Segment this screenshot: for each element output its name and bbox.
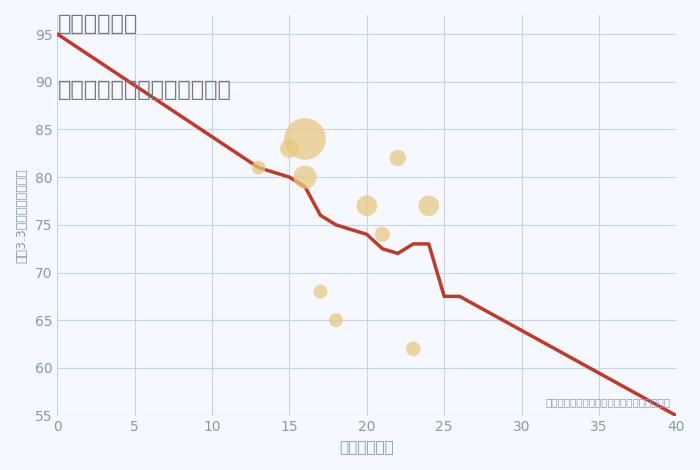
X-axis label: 築年数（年）: 築年数（年） [340, 440, 394, 455]
Point [407, 345, 419, 352]
Point [423, 202, 434, 210]
Text: 築年数別中古マンション価格: 築年数別中古マンション価格 [57, 80, 231, 100]
Point [361, 202, 372, 210]
Point [300, 173, 311, 181]
Point [284, 145, 295, 152]
Point [315, 288, 326, 295]
Point [330, 316, 342, 324]
Point [392, 154, 403, 162]
Point [253, 164, 264, 172]
Point [300, 135, 311, 143]
Text: 東京都相原駅: 東京都相原駅 [57, 14, 138, 34]
Text: 円の大きさは、取引のあった物件面積を示す: 円の大きさは、取引のあった物件面積を示す [545, 398, 670, 407]
Y-axis label: 坪（3.3㎡）単価（万円）: 坪（3.3㎡）単価（万円） [15, 168, 28, 263]
Point [377, 231, 388, 238]
